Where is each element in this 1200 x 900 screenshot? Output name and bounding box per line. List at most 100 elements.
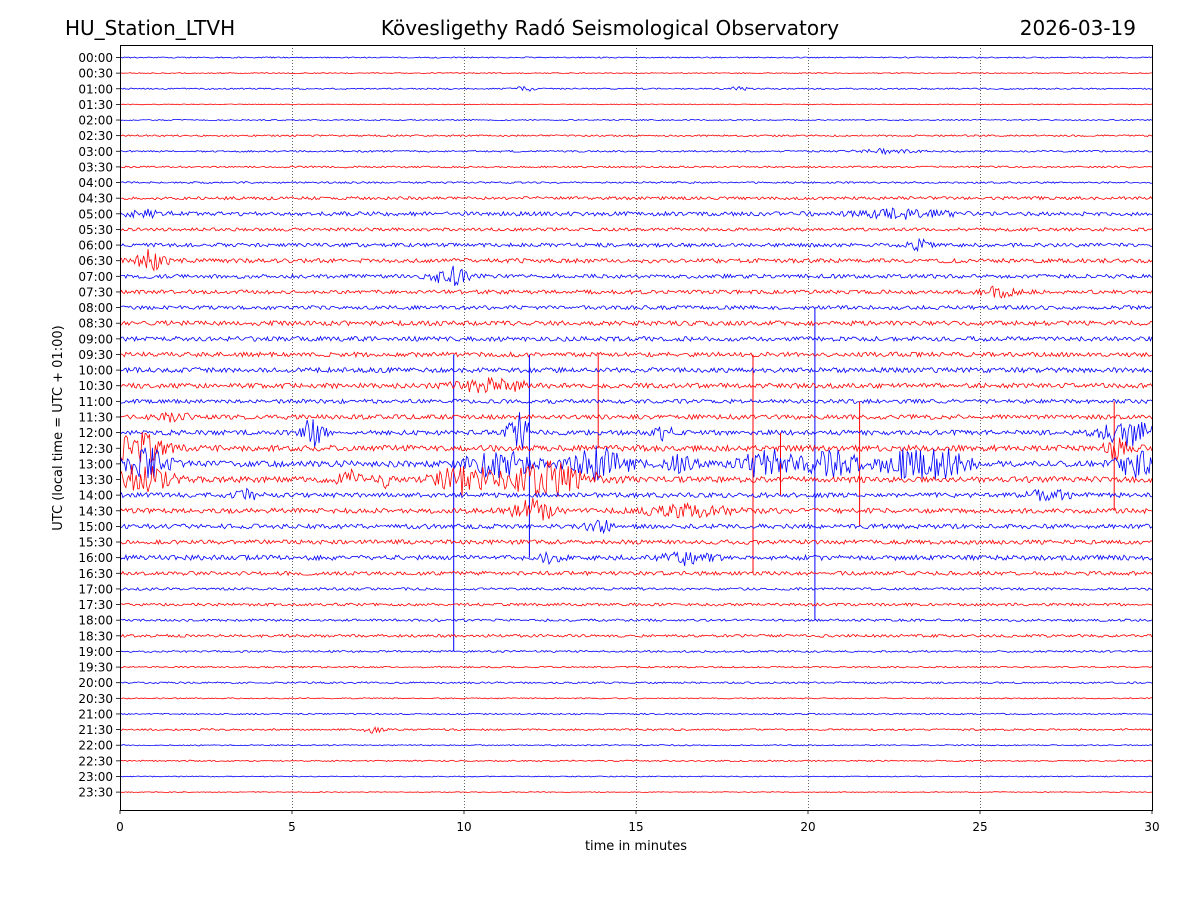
trace-0100	[119, 85, 1153, 92]
y-tick-label: 01:00	[78, 82, 113, 96]
trace-0030	[119, 72, 1153, 75]
trace-1830	[119, 633, 1153, 638]
y-tick-label: 17:30	[78, 598, 113, 612]
trace-1430	[119, 497, 1153, 521]
y-tick-label: 10:30	[78, 379, 113, 393]
trace-2200	[119, 744, 1153, 747]
y-tick-label: 02:00	[78, 114, 113, 128]
y-tick-label: 13:30	[78, 473, 113, 487]
trace-0900	[119, 335, 1153, 343]
trace-1530	[119, 538, 1153, 546]
y-tick-label: 15:00	[78, 520, 113, 534]
y-tick-label: 05:30	[78, 223, 113, 237]
x-axis-label: time in minutes	[585, 839, 687, 854]
y-tick-label: 01:30	[78, 98, 113, 112]
trace-layer	[119, 56, 1153, 793]
trace-2000	[120, 681, 1153, 685]
recording-date: 2026-03-19	[1019, 16, 1136, 40]
y-tick-label: 18:00	[78, 614, 113, 628]
y-tick-label: 13:00	[78, 457, 113, 471]
trace-2100	[120, 712, 1153, 716]
y-tick-label: 02:30	[78, 129, 113, 143]
y-tick-label: 04:30	[78, 192, 113, 206]
trace-1100	[119, 398, 1153, 405]
x-tick-label: 30	[1144, 820, 1159, 834]
y-tick-label: 03:30	[78, 160, 113, 174]
trace-0600	[119, 237, 1153, 253]
trace-1600	[119, 550, 1153, 567]
trace-1930	[119, 665, 1153, 669]
x-tick-label: 0	[116, 820, 124, 834]
y-tick-label: 22:30	[78, 754, 113, 768]
y-tick-label: 07:00	[78, 270, 113, 284]
y-tick-label: 14:00	[78, 489, 113, 503]
trace-1030	[119, 376, 1153, 394]
y-tick-label: 09:00	[78, 332, 113, 346]
y-tick-label: 12:00	[78, 426, 113, 440]
trace-1130	[119, 411, 1153, 423]
y-tick-label: 19:00	[78, 645, 113, 659]
y-tick-label: 14:30	[78, 504, 113, 518]
trace-0430	[120, 195, 1153, 201]
y-tick-label: 06:30	[78, 254, 113, 268]
trace-0930	[119, 351, 1153, 359]
trace-1900	[119, 649, 1153, 653]
y-tick-label: 16:30	[78, 567, 113, 581]
trace-0330	[119, 165, 1153, 169]
y-tick-label: 20:00	[78, 676, 113, 690]
x-tick-label: 5	[288, 820, 296, 834]
trace-1700	[119, 586, 1153, 591]
y-tick-label: 22:00	[78, 739, 113, 753]
y-tick-label: 19:30	[78, 661, 113, 675]
y-tick-label: 21:00	[78, 707, 113, 721]
trace-2230	[119, 759, 1153, 763]
trace-0700	[119, 265, 1153, 287]
trace-1330	[119, 460, 1153, 497]
axes-frame	[120, 45, 1153, 811]
trace-0800	[119, 304, 1153, 311]
y-tick-label: 11:00	[78, 395, 113, 409]
trace-2330	[119, 791, 1153, 793]
trace-0630	[119, 249, 1153, 272]
x-tick-label: 25	[972, 820, 987, 834]
trace-0830	[119, 319, 1153, 327]
x-tick-label: 15	[628, 820, 643, 834]
y-tick-label: 23:00	[78, 770, 113, 784]
y-tick-label: 00:00	[78, 51, 113, 65]
trace-1500	[119, 519, 1153, 535]
y-tick-label: 07:30	[78, 285, 113, 299]
y-tick-label: 21:30	[78, 723, 113, 737]
grid-layer	[292, 45, 981, 810]
y-tick-label: 18:30	[78, 629, 113, 643]
trace-1730	[119, 602, 1153, 607]
y-tick-label: 17:00	[78, 582, 113, 596]
trace-0230	[119, 134, 1153, 138]
y-tick-label: 12:30	[78, 442, 113, 456]
trace-1000	[119, 366, 1153, 374]
trace-0000	[119, 56, 1153, 59]
trace-1300	[119, 445, 1153, 482]
y-tick-label: 11:30	[78, 410, 113, 424]
y-tick-label: 06:00	[78, 239, 113, 253]
y-tick-label: 05:00	[78, 207, 113, 221]
y-tick-label: 16:00	[78, 551, 113, 565]
y-tick-label: 23:30	[78, 786, 113, 800]
y-tick-label: 08:30	[78, 317, 113, 331]
trace-0300	[119, 147, 1153, 156]
y-tick-label: 10:00	[78, 364, 113, 378]
y-tick-label: 08:00	[78, 301, 113, 315]
y-tick-label: 09:30	[78, 348, 113, 362]
y-tick-label: 00:30	[78, 67, 113, 81]
trace-2130	[119, 726, 1153, 734]
station-name: HU_Station_LTVH	[65, 16, 236, 40]
x-tick-layer: 0 5 10 15 20 25 30	[116, 810, 1160, 834]
trace-2300	[119, 775, 1153, 778]
trace-1200	[119, 412, 1153, 449]
y-tick-label: 04:00	[78, 176, 113, 190]
y-tick-label: 15:30	[78, 536, 113, 550]
x-tick-label: 10	[456, 820, 471, 834]
trace-1800	[119, 618, 1153, 623]
y-axis-label: UTC (local time = UTC + 01:00)	[51, 325, 66, 530]
